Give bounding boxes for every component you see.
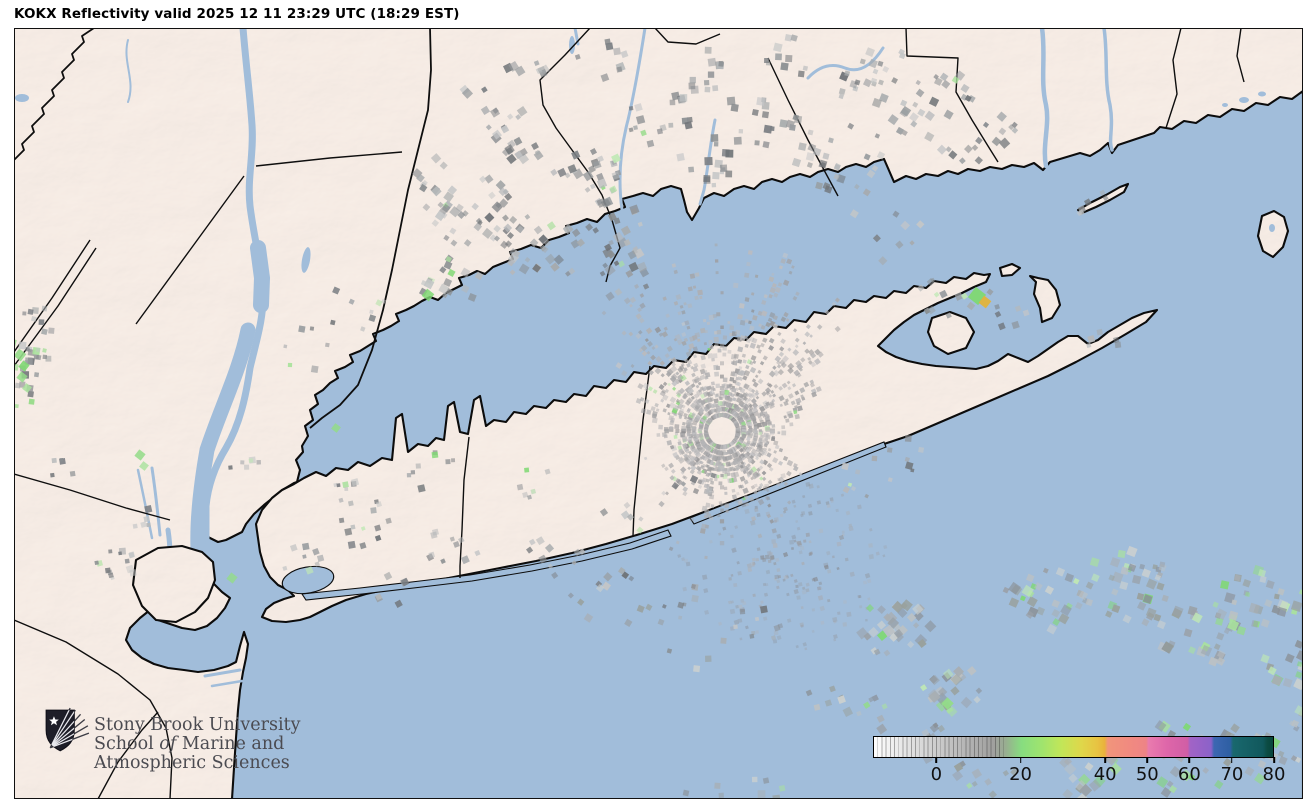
colorbar-tick-label: 80 — [1262, 764, 1286, 785]
colorbar-segment-lines — [874, 737, 1005, 757]
ct-ri-border — [1165, 28, 1182, 129]
map-title: KOKX Reflectivity valid 2025 12 11 23:29… — [14, 6, 460, 22]
colorbar-tick-label: 0 — [930, 764, 943, 785]
connecticut-river — [1039, 28, 1050, 169]
logo-line2: School of Marine and — [94, 734, 285, 754]
university-shield-icon — [45, 707, 90, 752]
colorbar-tick-label: 50 — [1135, 764, 1159, 785]
borders-layer — [14, 28, 1245, 799]
colorbar-tick — [935, 757, 938, 763]
colorbar-tick-label: 60 — [1177, 764, 1201, 785]
stonybrook-logo: Stony Brook University School of Marine … — [43, 704, 300, 773]
logo-text: Stony Brook University School of Marine … — [94, 716, 300, 773]
colorbar-tick-label: 20 — [1009, 764, 1033, 785]
colorbar-tick-label: 70 — [1220, 764, 1244, 785]
colorbar-tick — [1231, 757, 1233, 763]
base-map — [14, 28, 1303, 799]
colorbar-tick — [1273, 757, 1275, 763]
logo-line3: Atmospheric Sciences — [94, 753, 290, 773]
thames-river — [1102, 28, 1114, 152]
logo-line1: Stony Brook University — [94, 715, 301, 735]
radar-map: 0 20 40 50 60 70 80 Stony Brook University Sch… — [14, 28, 1303, 799]
colorbar-tick — [1146, 757, 1149, 763]
radar-echo-layer — [14, 34, 1303, 799]
colorbar-tick — [1019, 757, 1022, 763]
colorbar-tick-label: 40 — [1093, 764, 1117, 785]
colorbar-gradient — [873, 736, 1274, 758]
reflectivity-colorbar: 0 20 40 50 60 70 80 — [873, 736, 1285, 788]
ny-ct-border — [309, 28, 432, 429]
colorbar-tick — [1188, 757, 1191, 763]
ny-nj-border — [14, 28, 95, 161]
colorbar-tick — [1104, 757, 1106, 763]
lakes-layer — [15, 36, 1266, 273]
